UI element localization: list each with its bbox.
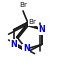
Text: N: N: [38, 25, 45, 34]
Text: Br: Br: [28, 19, 36, 25]
Text: Br: Br: [19, 2, 27, 8]
Text: N: N: [10, 40, 17, 49]
Text: N: N: [23, 45, 30, 53]
